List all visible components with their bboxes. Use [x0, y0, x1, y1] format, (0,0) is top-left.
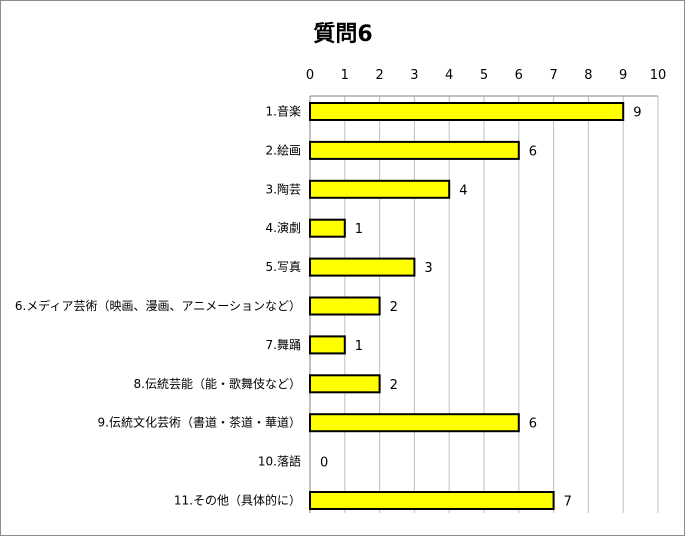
- category-label: 1.音楽: [266, 104, 301, 119]
- data-label: 2: [390, 300, 398, 315]
- bar: [309, 257, 416, 277]
- x-tick-label: 7: [549, 68, 557, 83]
- category-label: 6.メディア芸術（映画、漫画、アニメーションなど）: [15, 298, 301, 313]
- data-label: 7: [564, 495, 572, 510]
- bars: [309, 102, 625, 510]
- data-label: 1: [355, 222, 363, 237]
- category-label: 4.演劇: [266, 220, 301, 235]
- bar: [309, 218, 346, 238]
- category-label: 11.その他（具体的に）: [174, 493, 301, 508]
- bar: [309, 296, 381, 316]
- bar: [309, 374, 381, 394]
- x-axis-ticks: 0 1 2 3 4 5 6 7 8 9 10: [306, 68, 666, 83]
- data-label: 9: [633, 106, 641, 121]
- x-tick-label: 9: [619, 68, 627, 83]
- bar: [309, 335, 346, 355]
- category-label: 8.伝統芸能（能・歌舞伎など）: [134, 376, 301, 391]
- data-label: 1: [355, 339, 363, 354]
- x-tick-label: 0: [306, 68, 314, 83]
- chart-title: 質問6: [313, 22, 372, 47]
- category-label: 10.落語: [258, 454, 301, 469]
- category-labels: 1.音楽 2.絵画 3.陶芸 4.演劇 5.写真 6.メディア芸術（映画、漫画、アニメーシ…: [15, 104, 301, 508]
- bar: [309, 102, 625, 121]
- x-tick-label: 2: [375, 68, 383, 83]
- x-tick-label: 5: [480, 68, 488, 83]
- x-tick-label: 4: [445, 68, 453, 83]
- category-label: 2.絵画: [266, 142, 301, 157]
- grid: [309, 95, 659, 513]
- data-label: 6: [529, 144, 537, 159]
- bar: [309, 140, 520, 160]
- x-tick-label: 8: [584, 68, 592, 83]
- bar: [309, 491, 555, 510]
- category-label: 9.伝統文化芸術（書道・茶道・華道）: [98, 415, 301, 430]
- x-tick-label: 6: [515, 68, 523, 83]
- bar: [309, 179, 451, 199]
- data-label: 4: [459, 183, 467, 198]
- data-label: 3: [424, 261, 432, 276]
- category-label: 5.写真: [266, 260, 301, 274]
- x-tick-label: 1: [341, 68, 349, 83]
- data-label: 0: [320, 456, 328, 471]
- x-tick-label: 3: [410, 68, 418, 83]
- category-label: 3.陶芸: [266, 181, 301, 196]
- category-label: 7.舞踊: [266, 338, 301, 352]
- data-label: 2: [390, 378, 398, 393]
- bar: [309, 413, 520, 433]
- data-label: 6: [529, 417, 537, 432]
- x-tick-label: 10: [650, 68, 667, 83]
